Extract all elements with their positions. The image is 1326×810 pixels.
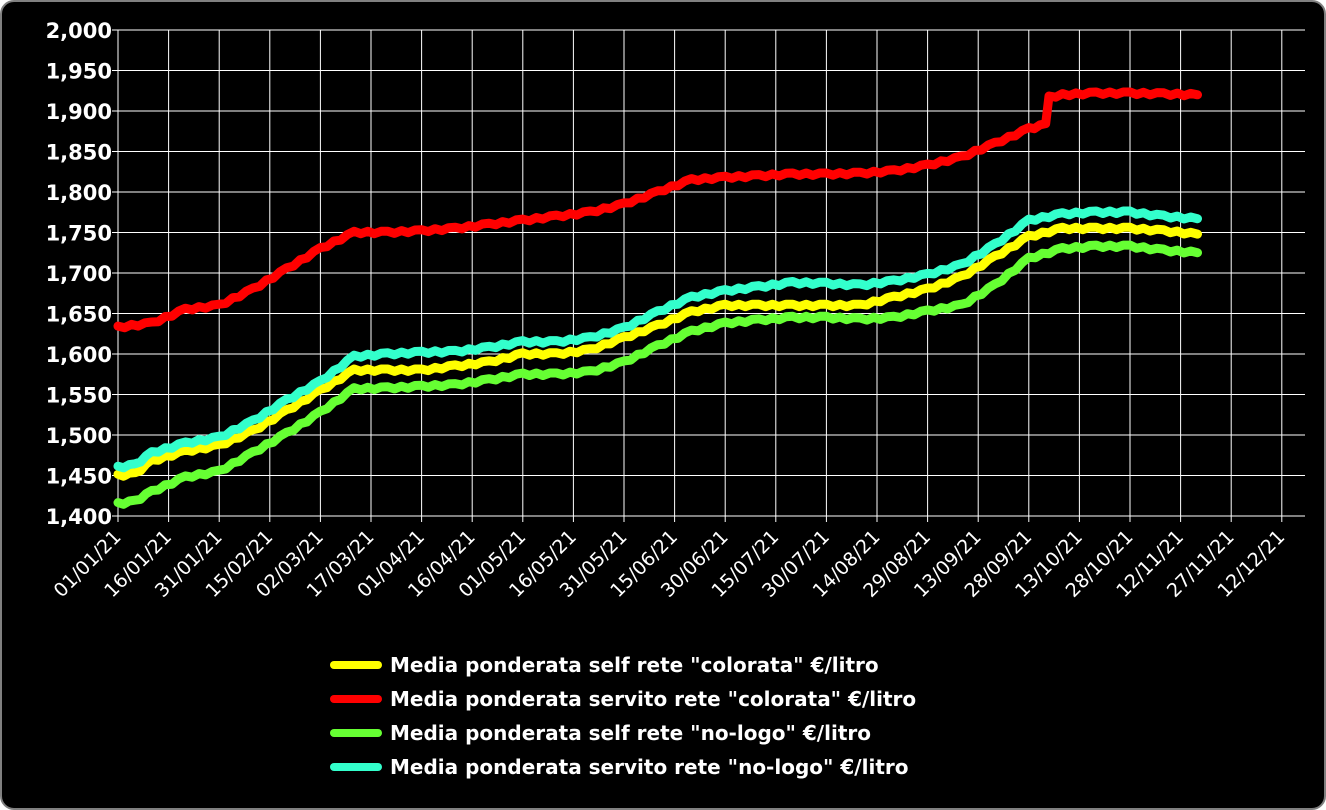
legend-swatch-cyan bbox=[330, 763, 382, 771]
legend-label: Media ponderata servito rete "no-logo" €… bbox=[390, 755, 909, 779]
legend-swatch-green bbox=[330, 729, 382, 737]
legend-label: Media ponderata self rete "no-logo" €/li… bbox=[390, 721, 871, 745]
series-line-2 bbox=[113, 240, 1202, 509]
legend-label: Media ponderata self rete "colorata" €/l… bbox=[390, 653, 879, 677]
y-tick-label: 1,700 bbox=[46, 262, 112, 286]
legend-item-self-nologo: Media ponderata self rete "no-logo" €/li… bbox=[330, 716, 916, 750]
series-line-3 bbox=[113, 206, 1202, 473]
series-line-1 bbox=[113, 87, 1202, 333]
y-tick-label: 1,450 bbox=[46, 465, 112, 489]
y-tick-label: 2,000 bbox=[46, 19, 112, 43]
legend-item-servito-colorata: Media ponderata servito rete "colorata" … bbox=[330, 682, 916, 716]
y-tick-label: 1,850 bbox=[46, 141, 112, 165]
y-tick-label: 1,500 bbox=[46, 424, 112, 448]
y-tick-label: 1,600 bbox=[46, 343, 112, 367]
legend-item-self-colorata: Media ponderata self rete "colorata" €/l… bbox=[330, 648, 916, 682]
legend-label: Media ponderata servito rete "colorata" … bbox=[390, 687, 917, 711]
y-tick-label: 1,550 bbox=[46, 384, 112, 408]
y-tick-label: 1,800 bbox=[46, 181, 112, 205]
y-tick-label: 1,950 bbox=[46, 60, 112, 84]
y-tick-label: 1,650 bbox=[46, 303, 112, 327]
legend-item-servito-nologo: Media ponderata servito rete "no-logo" €… bbox=[330, 750, 916, 784]
y-tick-label: 1,750 bbox=[46, 222, 112, 246]
y-tick-label: 1,400 bbox=[46, 505, 112, 529]
y-tick-label: 1,900 bbox=[46, 100, 112, 124]
series-line-0 bbox=[113, 222, 1202, 481]
legend-swatch-red bbox=[330, 695, 382, 703]
legend-swatch-yellow bbox=[330, 661, 382, 669]
legend: Media ponderata self rete "colorata" €/l… bbox=[330, 648, 916, 784]
